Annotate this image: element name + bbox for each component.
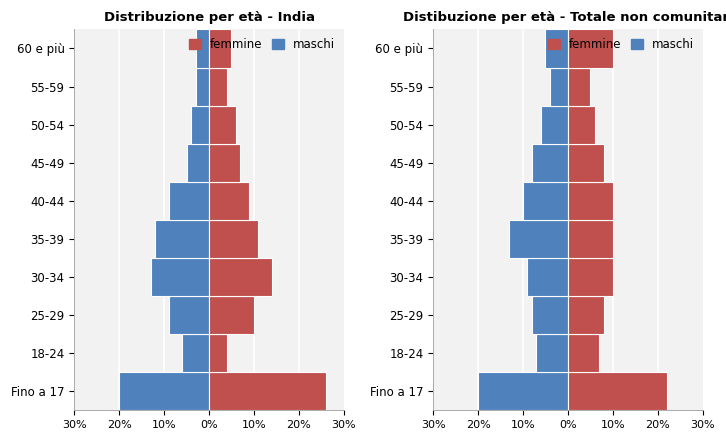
Bar xyxy=(209,144,240,182)
Bar xyxy=(209,258,272,296)
Bar xyxy=(532,296,568,334)
Bar xyxy=(209,67,227,105)
Legend: femmine, maschi: femmine, maschi xyxy=(187,35,338,53)
Bar xyxy=(541,105,568,144)
Bar xyxy=(568,144,604,182)
Bar xyxy=(568,258,613,296)
Bar xyxy=(568,30,613,67)
Bar xyxy=(209,182,250,220)
Title: Distribuzione per età - India: Distribuzione per età - India xyxy=(104,11,314,24)
Bar xyxy=(209,220,258,258)
Bar xyxy=(537,334,568,372)
Bar xyxy=(568,105,595,144)
Bar xyxy=(155,220,209,258)
Bar xyxy=(523,182,568,220)
Bar xyxy=(119,372,209,410)
Bar xyxy=(545,30,568,67)
Bar xyxy=(209,105,236,144)
Bar xyxy=(209,30,232,67)
Bar xyxy=(182,334,209,372)
Bar xyxy=(168,182,209,220)
Bar xyxy=(568,372,666,410)
Bar xyxy=(195,67,209,105)
Bar xyxy=(195,30,209,67)
Bar xyxy=(568,296,604,334)
Bar xyxy=(187,144,209,182)
Legend: femmine, maschi: femmine, maschi xyxy=(545,35,697,53)
Bar xyxy=(168,296,209,334)
Bar xyxy=(209,372,326,410)
Title: Distibuzione per età - Totale non comunitari: Distibuzione per età - Totale non comuni… xyxy=(402,11,726,24)
Bar xyxy=(532,144,568,182)
Bar xyxy=(568,67,590,105)
Bar xyxy=(568,182,613,220)
Bar xyxy=(478,372,568,410)
Bar xyxy=(209,334,227,372)
Bar xyxy=(510,220,568,258)
Bar xyxy=(568,220,613,258)
Bar xyxy=(568,334,599,372)
Bar xyxy=(191,105,209,144)
Bar xyxy=(550,67,568,105)
Bar xyxy=(209,296,254,334)
Bar xyxy=(528,258,568,296)
Bar xyxy=(151,258,209,296)
